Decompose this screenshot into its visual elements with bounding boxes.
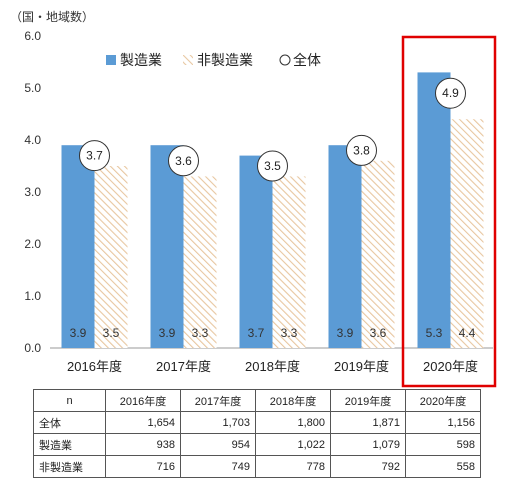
table-header-2019: 2019年度 <box>330 389 406 412</box>
data-label-total: 3.7 <box>86 149 103 163</box>
data-label-non-manufacturing: 3.3 <box>192 326 209 340</box>
table-cell: 938 <box>105 433 181 456</box>
x-category-label: 2019年度 <box>334 359 389 374</box>
table-header-row: n 2016年度 2017年度 2018年度 2019年度 2020年度 <box>33 389 481 412</box>
bar-manufacturing <box>417 72 451 349</box>
legend-marker-total <box>279 54 291 66</box>
table-header-n: n <box>33 389 106 412</box>
y-tick-label: 3.0 <box>24 185 41 199</box>
table-cell: 1,156 <box>405 411 481 434</box>
data-label-manufacturing: 3.9 <box>337 326 354 340</box>
table-cell: 792 <box>330 455 406 478</box>
data-label-manufacturing: 3.7 <box>248 326 265 340</box>
table-cell: 749 <box>180 455 256 478</box>
table-row: 製造業 938 954 1,022 1,079 598 <box>33 433 481 456</box>
table-cell: 954 <box>180 433 256 456</box>
table-row-label: 非製造業 <box>33 455 106 478</box>
data-label-non-manufacturing: 3.3 <box>281 326 298 340</box>
bar-non-manufacturing <box>183 176 217 348</box>
table-cell: 1,703 <box>180 411 256 434</box>
y-tick-label: 2.0 <box>24 237 41 251</box>
table-cell: 1,654 <box>105 411 181 434</box>
table-header-2020: 2020年度 <box>405 389 481 412</box>
total-marker <box>257 150 288 182</box>
x-category-label: 2020年度 <box>423 359 478 374</box>
bar-non-manufacturing <box>94 166 128 348</box>
data-label-total: 4.9 <box>442 86 459 100</box>
bar-non-manufacturing <box>272 176 306 348</box>
bar-manufacturing <box>150 145 184 348</box>
total-marker <box>168 145 199 177</box>
data-label-non-manufacturing: 4.4 <box>459 326 476 340</box>
bar-chart: 0.0 1.0 2.0 3.0 4.0 5.0 6.0 2016年度 2017年度 2018年度 2… <box>24 29 497 388</box>
x-category-label: 2018年度 <box>245 359 300 374</box>
table-cell: 1,079 <box>330 433 406 456</box>
bar-manufacturing <box>239 155 273 348</box>
total-marker <box>346 134 377 166</box>
y-tick-label: 0.0 <box>24 341 41 355</box>
table-cell: 716 <box>105 455 181 478</box>
data-label-total: 3.8 <box>353 143 370 157</box>
table-cell: 778 <box>255 455 331 478</box>
sample-size-table: n 2016年度 2017年度 2018年度 2019年度 2020年度 全体 … <box>33 389 481 478</box>
x-category-label: 2017年度 <box>156 359 211 374</box>
y-tick-label: 6.0 <box>24 29 41 43</box>
data-label-manufacturing: 3.9 <box>159 326 176 340</box>
table-header-2017: 2017年度 <box>180 389 256 412</box>
legend-label-total: 全体 <box>293 52 321 68</box>
table-cell: 558 <box>405 455 481 478</box>
y-tick-label: 5.0 <box>24 81 41 95</box>
y-tick-label: 4.0 <box>24 133 41 147</box>
table-row-label: 製造業 <box>33 433 106 456</box>
total-marker <box>435 77 466 109</box>
data-label-total: 3.6 <box>175 154 192 168</box>
y-axis-unit-label: （国・地域数） <box>10 10 95 24</box>
y-tick-label: 1.0 <box>24 289 41 303</box>
table-cell: 1,800 <box>255 411 331 434</box>
table-row: 非製造業 716 749 778 792 558 <box>33 455 481 478</box>
table-cell: 1,022 <box>255 433 331 456</box>
legend-swatch-manufacturing <box>106 55 116 65</box>
legend-swatch-non-manufacturing <box>183 55 193 65</box>
table-header-2016: 2016年度 <box>105 389 181 412</box>
data-label-non-manufacturing: 3.6 <box>370 326 387 340</box>
data-label-manufacturing: 3.9 <box>70 326 87 340</box>
legend-label-manufacturing: 製造業 <box>120 52 162 68</box>
table-cell: 598 <box>405 433 481 456</box>
bar-non-manufacturing <box>361 160 395 348</box>
legend-label-non-manufacturing: 非製造業 <box>197 52 253 68</box>
data-label-manufacturing: 5.3 <box>426 326 443 340</box>
table-header-2018: 2018年度 <box>255 389 331 412</box>
chart-legend: 製造業 非製造業 全体 <box>106 52 321 68</box>
total-marker <box>79 140 110 172</box>
table-cell: 1,871 <box>330 411 406 434</box>
data-label-non-manufacturing: 3.5 <box>103 326 120 340</box>
bar-non-manufacturing <box>450 119 484 348</box>
bar-manufacturing <box>328 145 362 348</box>
data-label-total: 3.5 <box>264 159 281 173</box>
bar-manufacturing <box>61 145 95 348</box>
table-row: 全体 1,654 1,703 1,800 1,871 1,156 <box>33 411 481 434</box>
table-row-label: 全体 <box>33 411 106 434</box>
x-category-label: 2016年度 <box>67 359 122 374</box>
highlight-box-2020 <box>401 35 497 388</box>
